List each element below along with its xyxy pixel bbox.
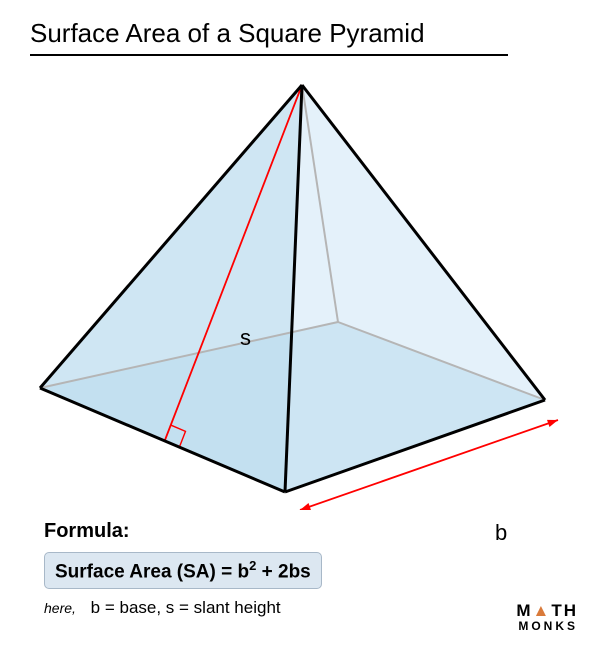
formula-heading: Formula: xyxy=(44,520,130,543)
logo-triangle-icon: ▲ xyxy=(533,602,552,619)
logo-m: M xyxy=(516,601,532,620)
base-length-label: b xyxy=(495,520,507,546)
formula-text-2: + 2bs xyxy=(256,561,310,582)
formula-box: Surface Area (SA) = b2 + 2bs xyxy=(44,552,322,589)
legend-here: here, xyxy=(44,600,76,616)
slant-height-label: s xyxy=(240,325,251,351)
legend-line: here, b = base, s = slant height xyxy=(44,598,281,618)
formula-text-1: Surface Area (SA) = b xyxy=(55,561,249,582)
pyramid-diagram: s b xyxy=(0,70,600,510)
logo-th: TH xyxy=(551,601,578,620)
brand-logo: M▲TH MONKS xyxy=(516,602,578,632)
legend-text: b = base, s = slant height xyxy=(91,598,281,617)
logo-monks: MONKS xyxy=(516,620,578,632)
title-underline xyxy=(30,54,508,56)
page-title: Surface Area of a Square Pyramid xyxy=(30,18,425,55)
